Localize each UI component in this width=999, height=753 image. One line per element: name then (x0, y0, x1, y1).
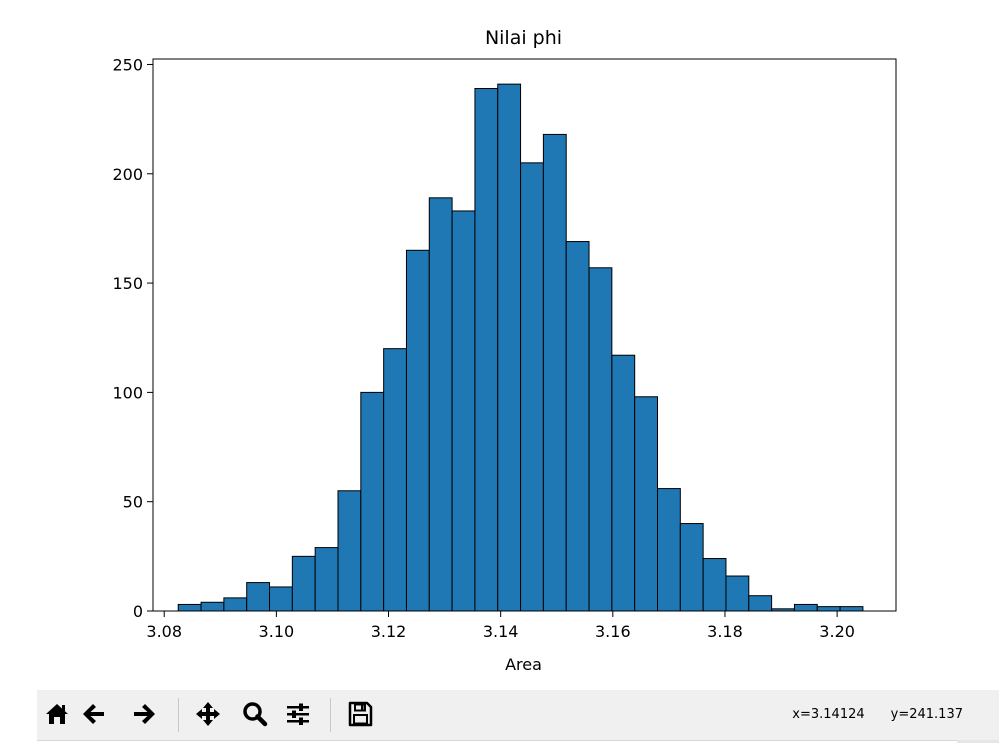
plot-area-frame (152, 58, 897, 612)
save-icon (348, 701, 373, 727)
x-tick-label: 3.08 (146, 622, 182, 641)
x-tick-label: 3.12 (371, 622, 407, 641)
x-tick-label: 3.14 (483, 622, 519, 641)
histogram-bar (246, 582, 271, 612)
histogram-bar (428, 197, 453, 612)
cursor-coordinates: x=3.14124 y=241.137 (792, 707, 963, 722)
y-tick-label: 0 (133, 602, 143, 621)
histogram-bar (542, 133, 567, 612)
histogram-bar (474, 88, 499, 612)
toolbar-separator (178, 698, 179, 732)
pan-button[interactable] (192, 698, 224, 730)
x-axis: 3.08 3.10 3.12 3.14 3.16 3.18 3.20 (146, 611, 855, 641)
histogram-bar (565, 241, 590, 612)
y-tick-label: 200 (112, 165, 143, 184)
histogram-bar (337, 490, 362, 612)
x-tick-label: 3.10 (259, 622, 295, 641)
histogram-figure: Nilai phi 3.08 3.10 3.12 3.14 3.16 3.18 3.20 0… (112, 27, 897, 674)
x-tick-label: 3.18 (707, 622, 743, 641)
histogram-bar (634, 396, 659, 612)
cursor-x-readout: x=3.14124 (792, 707, 865, 722)
histogram-bar (816, 606, 841, 612)
histogram-bars (177, 83, 864, 612)
histogram-bar (451, 210, 476, 612)
histogram-bar (702, 558, 727, 612)
pan-icon (196, 702, 220, 726)
zoom-icon (243, 702, 268, 727)
x-tick-label: 3.16 (595, 622, 631, 641)
configure-subplots-button[interactable] (282, 698, 314, 730)
histogram-bar (360, 391, 385, 612)
histogram-bar (657, 488, 681, 612)
histogram-bar (314, 547, 339, 612)
navigation-toolbar: x=3.14124 y=241.137 (37, 690, 999, 741)
histogram-bar (793, 603, 818, 612)
histogram-bar (383, 348, 407, 612)
x-tick-label: 3.20 (819, 622, 855, 641)
y-tick-label: 250 (112, 55, 143, 74)
forward-button[interactable] (129, 698, 161, 730)
x-axis-label: Area (505, 655, 542, 674)
forward-arrow-icon (134, 704, 155, 724)
configure-subplots-icon (287, 703, 309, 725)
y-tick-label: 50 (123, 493, 143, 512)
histogram-bar (520, 162, 544, 612)
chart-title: Nilai phi (485, 27, 562, 49)
zoom-button[interactable] (239, 698, 271, 730)
home-button[interactable] (41, 698, 73, 730)
y-axis: 0 50 100 150 200 250 (112, 55, 153, 621)
histogram-bar (497, 83, 522, 612)
histogram-bar (223, 597, 248, 612)
histogram-bar (291, 555, 316, 612)
histogram-bar (177, 603, 202, 612)
histogram-bar (725, 575, 750, 612)
histogram-bar (588, 267, 613, 612)
histogram-bar (839, 606, 864, 612)
home-icon (46, 704, 68, 724)
histogram-bar (269, 586, 293, 612)
histogram-bar (611, 354, 636, 612)
histogram-bar (679, 523, 704, 612)
save-button[interactable] (344, 698, 376, 730)
window-edge (957, 740, 999, 743)
back-arrow-icon (83, 704, 104, 724)
histogram-bar (748, 595, 773, 612)
y-tick-label: 150 (112, 274, 143, 293)
histogram-bar (200, 601, 225, 612)
back-button[interactable] (77, 698, 109, 730)
histogram-bar (405, 249, 430, 612)
cursor-y-readout: y=241.137 (890, 707, 963, 722)
toolbar-separator (330, 698, 331, 732)
y-tick-label: 100 (112, 383, 143, 402)
